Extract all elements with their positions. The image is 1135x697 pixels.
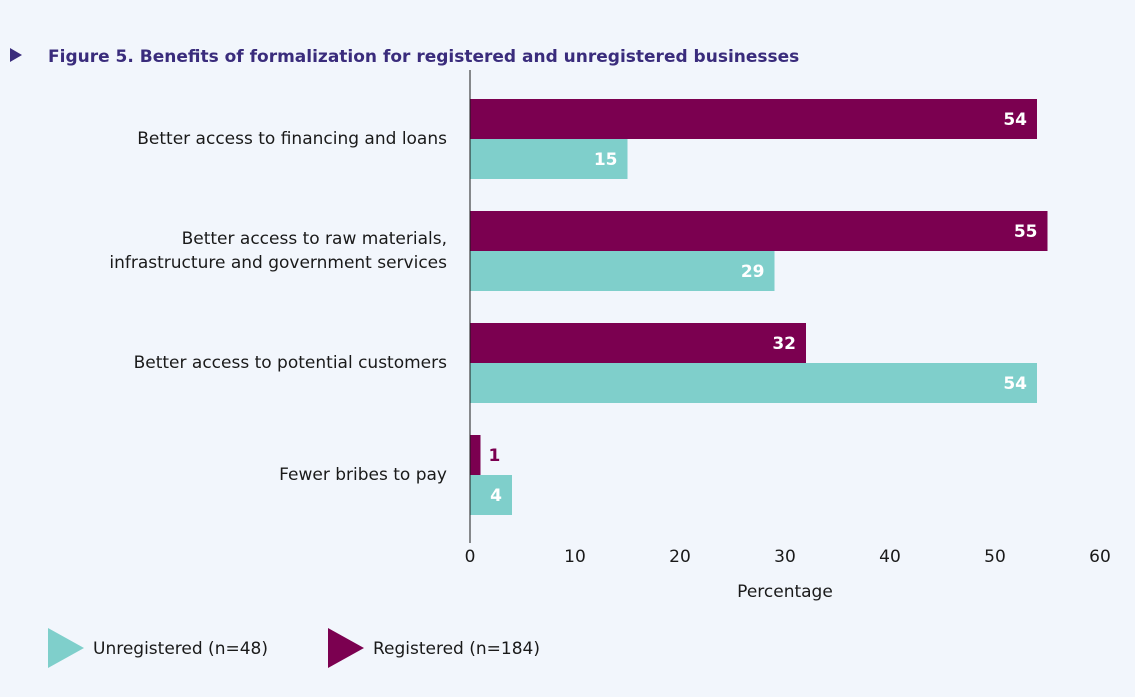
legend-label: Unregistered (n=48) (93, 639, 268, 659)
data-label: 4 (490, 486, 502, 506)
bar (470, 475, 512, 515)
data-label: 55 (1014, 222, 1038, 242)
data-label: 15 (594, 150, 618, 170)
data-label: 29 (741, 262, 765, 282)
bar (470, 139, 628, 179)
x-tick-label: 20 (669, 547, 691, 567)
legend-label: Registered (n=184) (373, 639, 540, 659)
data-label: 54 (1003, 110, 1027, 130)
bar (470, 323, 806, 363)
bar (470, 435, 481, 475)
title-marker (10, 48, 22, 62)
legend-swatch (327, 628, 364, 668)
data-label: 54 (1003, 374, 1027, 394)
category-label: Better access to financing and loans (137, 129, 447, 149)
category-label: Fewer bribes to pay (279, 465, 447, 485)
x-tick-label: 10 (564, 547, 586, 567)
bar (470, 251, 775, 291)
bar (470, 211, 1048, 251)
category-label: Better access to potential customers (133, 353, 447, 373)
bar (470, 99, 1037, 139)
x-tick-label: 60 (1089, 547, 1111, 567)
x-tick-label: 40 (879, 547, 901, 567)
legend-swatch (48, 628, 84, 668)
data-label: 32 (772, 334, 796, 354)
bar (470, 363, 1037, 403)
category-label: Better access to raw materials, infrastr… (109, 229, 447, 273)
x-axis-label: Percentage (737, 582, 833, 602)
chart-title: Figure 5. Benefits of formalization for … (48, 47, 799, 67)
x-tick-label: 0 (465, 547, 476, 567)
x-tick-label: 50 (984, 547, 1006, 567)
data-label: 1 (489, 446, 501, 466)
x-tick-label: 30 (774, 547, 796, 567)
